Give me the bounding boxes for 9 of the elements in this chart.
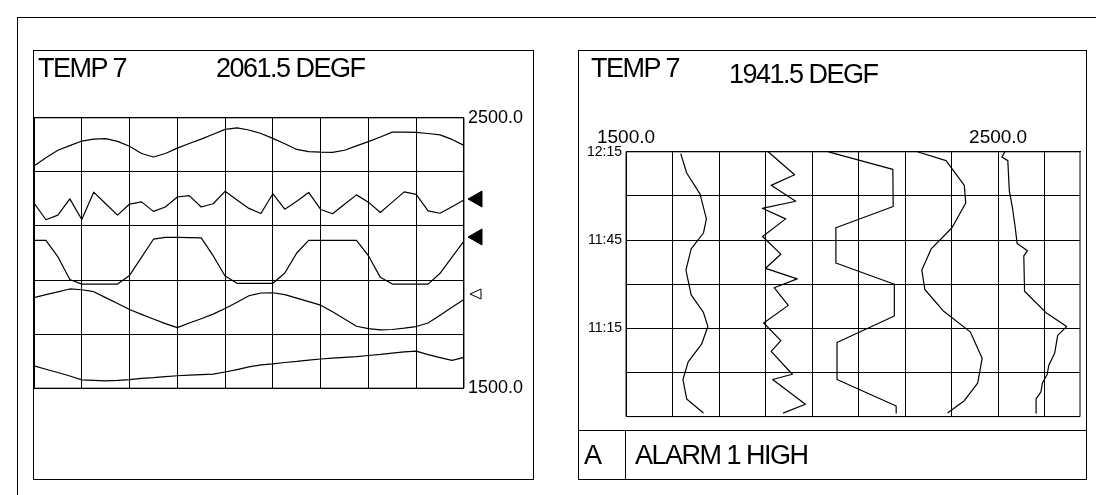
text: 1941.5 DEGF [729, 59, 878, 89]
y-tick-label: 12:15 [586, 142, 623, 159]
chart-title: TEMP 7 [38, 53, 127, 83]
text: ALARM 1 HIGH [635, 440, 808, 470]
chart-title: TEMP 7 [591, 53, 680, 83]
y-tick-label: 11:15 [588, 319, 623, 336]
text: 2061.5 DEGF [216, 53, 365, 83]
text: A [584, 440, 601, 470]
y-tick-label: 11:45 [588, 230, 623, 247]
